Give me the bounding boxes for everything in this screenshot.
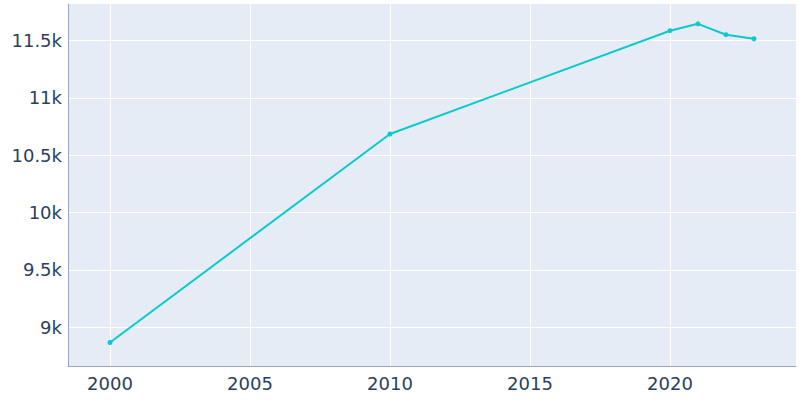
svg-text:11.5k: 11.5k	[11, 30, 62, 51]
svg-text:2020: 2020	[647, 373, 693, 394]
svg-text:2005: 2005	[227, 373, 273, 394]
svg-text:2010: 2010	[367, 373, 413, 394]
svg-text:9k: 9k	[40, 317, 62, 338]
svg-text:9.5k: 9.5k	[23, 259, 63, 280]
svg-text:2000: 2000	[87, 373, 133, 394]
svg-text:10.5k: 10.5k	[11, 145, 62, 166]
svg-text:11k: 11k	[29, 87, 63, 108]
svg-text:10k: 10k	[29, 202, 63, 223]
svg-text:2015: 2015	[507, 373, 553, 394]
